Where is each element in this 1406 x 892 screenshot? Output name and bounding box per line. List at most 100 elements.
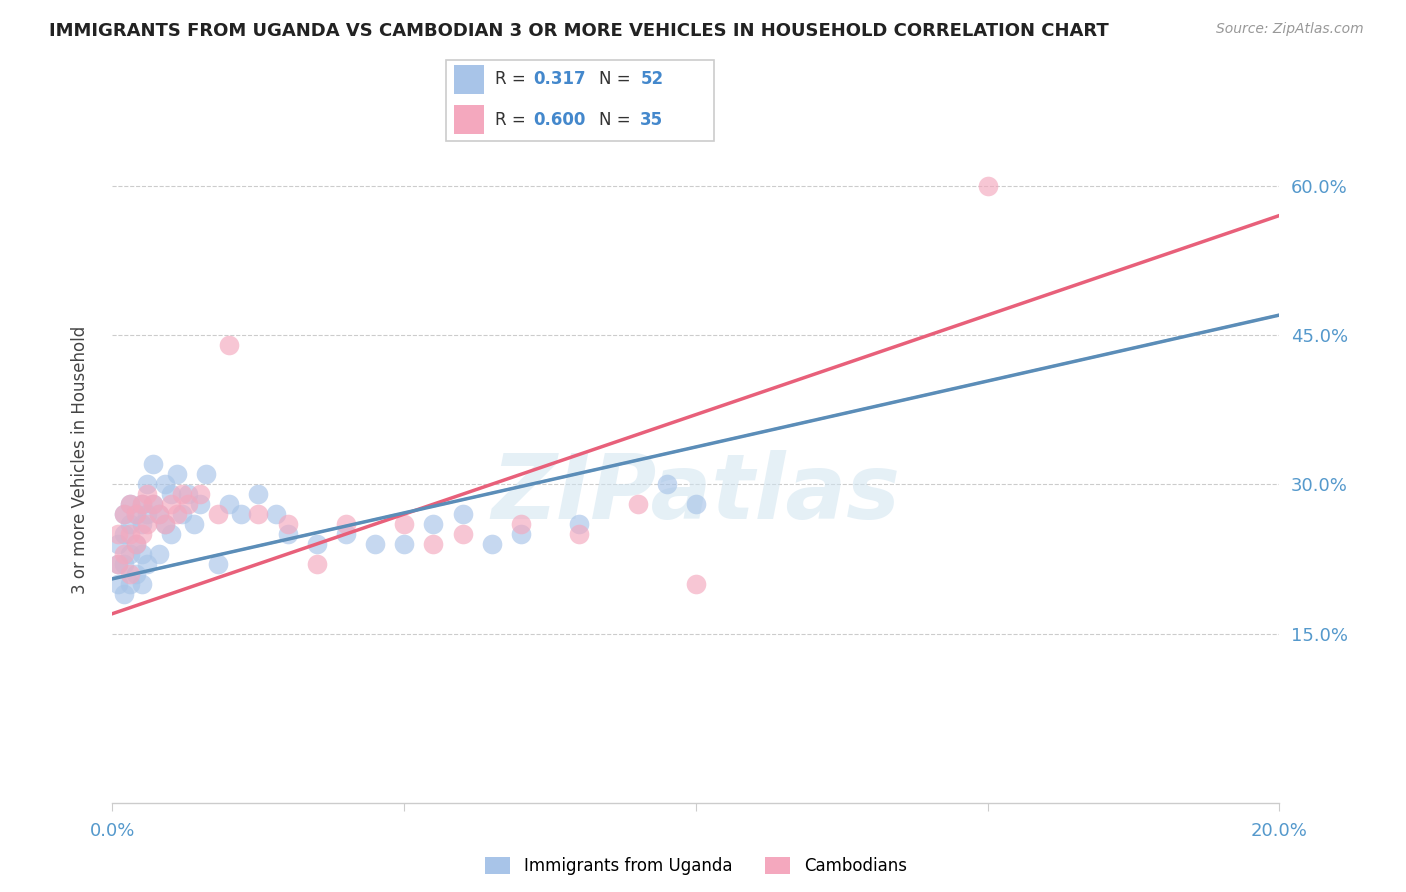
Point	[136, 517, 159, 532]
Point	[166, 467, 188, 482]
Point	[160, 497, 183, 511]
Point	[136, 477, 159, 491]
Point	[194, 467, 217, 482]
Point	[305, 557, 328, 571]
Point	[335, 517, 357, 532]
Point	[112, 507, 135, 521]
Point	[568, 527, 591, 541]
Point	[148, 547, 170, 561]
Point	[107, 576, 129, 591]
Point	[153, 517, 176, 532]
Point	[125, 537, 148, 551]
Point	[394, 537, 416, 551]
Point	[188, 497, 211, 511]
Point	[131, 576, 153, 591]
Text: N =: N =	[599, 70, 636, 88]
Point	[364, 537, 387, 551]
Point	[218, 497, 240, 511]
Point	[125, 566, 148, 581]
Point	[148, 507, 170, 521]
Y-axis label: 3 or more Vehicles in Household: 3 or more Vehicles in Household	[70, 326, 89, 593]
Point	[153, 517, 176, 532]
Point	[118, 517, 141, 532]
Point	[107, 527, 129, 541]
Text: 0.600: 0.600	[533, 111, 586, 128]
Text: Source: ZipAtlas.com: Source: ZipAtlas.com	[1216, 22, 1364, 37]
Point	[247, 507, 270, 521]
FancyBboxPatch shape	[454, 65, 484, 94]
Point	[276, 527, 298, 541]
Point	[509, 527, 531, 541]
Point	[136, 507, 159, 521]
Text: R =: R =	[495, 70, 531, 88]
Point	[160, 487, 183, 501]
Point	[422, 517, 444, 532]
Point	[131, 517, 153, 532]
Point	[183, 517, 205, 532]
Point	[218, 338, 240, 352]
FancyBboxPatch shape	[446, 60, 714, 141]
Text: 35: 35	[640, 111, 664, 128]
Point	[394, 517, 416, 532]
Text: N =: N =	[599, 111, 636, 128]
Text: 0.317: 0.317	[533, 70, 586, 88]
Point	[112, 547, 135, 561]
Point	[131, 527, 153, 541]
Point	[125, 507, 148, 521]
Point	[118, 576, 141, 591]
Text: ZIPatlas: ZIPatlas	[492, 450, 900, 538]
Point	[976, 178, 998, 193]
Point	[142, 458, 165, 472]
Text: 52: 52	[640, 70, 664, 88]
Point	[685, 497, 707, 511]
Point	[172, 487, 194, 501]
Point	[131, 547, 153, 561]
Point	[177, 497, 200, 511]
Point	[125, 537, 148, 551]
FancyBboxPatch shape	[454, 105, 484, 134]
Point	[148, 507, 170, 521]
Point	[136, 557, 159, 571]
Point	[188, 487, 211, 501]
Text: R =: R =	[495, 111, 531, 128]
Point	[107, 537, 129, 551]
Text: IMMIGRANTS FROM UGANDA VS CAMBODIAN 3 OR MORE VEHICLES IN HOUSEHOLD CORRELATION : IMMIGRANTS FROM UGANDA VS CAMBODIAN 3 OR…	[49, 22, 1109, 40]
Point	[166, 507, 188, 521]
Point	[247, 487, 270, 501]
Point	[568, 517, 591, 532]
Point	[112, 527, 135, 541]
Point	[112, 557, 135, 571]
Point	[264, 507, 287, 521]
Point	[131, 497, 153, 511]
Point	[451, 507, 474, 521]
Point	[177, 487, 200, 501]
Point	[125, 507, 148, 521]
Point	[131, 497, 153, 511]
Point	[118, 497, 141, 511]
Point	[136, 487, 159, 501]
Point	[229, 507, 252, 521]
Point	[142, 497, 165, 511]
Point	[107, 557, 129, 571]
Point	[107, 557, 129, 571]
Point	[481, 537, 503, 551]
Point	[335, 527, 357, 541]
Point	[685, 576, 707, 591]
Point	[627, 497, 650, 511]
Point	[305, 537, 328, 551]
Point	[112, 507, 135, 521]
Legend: Immigrants from Uganda, Cambodians: Immigrants from Uganda, Cambodians	[477, 849, 915, 884]
Point	[207, 557, 229, 571]
Point	[118, 547, 141, 561]
Point	[451, 527, 474, 541]
Point	[118, 497, 141, 511]
Point	[153, 477, 176, 491]
Point	[112, 587, 135, 601]
Point	[509, 517, 531, 532]
Point	[422, 537, 444, 551]
Point	[276, 517, 298, 532]
Point	[160, 527, 183, 541]
Point	[118, 566, 141, 581]
Point	[172, 507, 194, 521]
Point	[142, 497, 165, 511]
